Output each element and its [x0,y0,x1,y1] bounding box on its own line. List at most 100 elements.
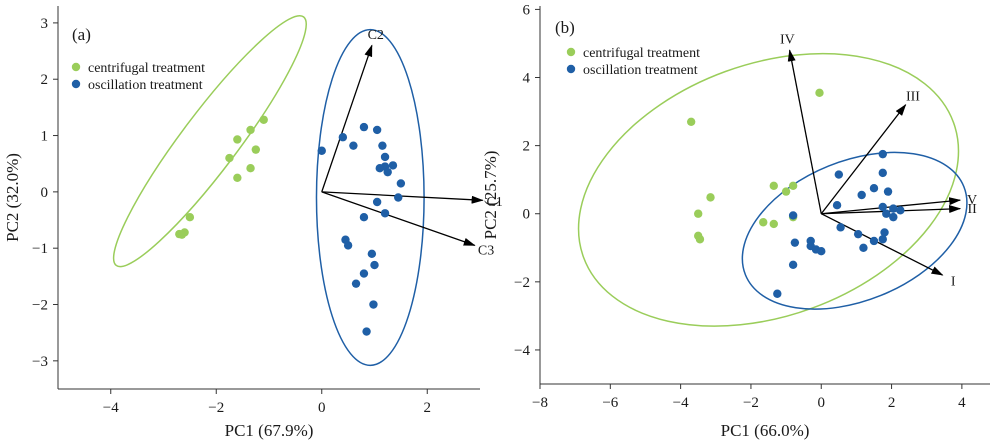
x-axis-label: PC1 (66.0%) [721,421,810,440]
y-tick-label: −1 [32,241,48,257]
point-centrifugal [686,117,696,126]
y-tick-label: 0 [41,185,49,201]
loading-vector-label: C3 [478,243,494,258]
panel-label: (a) [72,25,91,44]
point-centrifugal [759,218,768,227]
point-oscillation [788,260,798,270]
y-tick-label: 6 [523,2,531,18]
legend-label: centrifugal treatment [88,61,205,76]
y-axis-label: PC2 (32.0%) [3,153,22,242]
point-oscillation [351,279,361,288]
legend-marker [71,79,81,89]
loading-vector-arrow [820,103,907,215]
x-tick-label: −4 [103,400,119,416]
y-axis-label: PC2 (25.7%) [481,151,500,240]
loading-vector-arrow [787,49,822,214]
x-tick-label: 0 [818,395,826,411]
point-centrifugal [706,193,715,202]
loading-vector-label: IV [780,32,795,47]
y-tick-label: 4 [523,71,531,87]
y-tick-label: −3 [32,354,48,370]
legend-label: centrifugal treatment [583,46,700,61]
point-centrifugal [259,115,268,124]
y-tick-label: 0 [523,207,531,223]
point-oscillation [878,168,887,178]
point-oscillation [836,223,845,232]
y-tick-label: −2 [514,275,530,291]
point-centrifugal [246,164,255,173]
point-oscillation [853,229,863,239]
point-oscillation [832,201,842,210]
point-oscillation [869,183,879,193]
y-tick-label: 2 [523,139,531,155]
point-oscillation [880,228,889,237]
x-axis-label: PC1 (67.9%) [225,421,314,440]
point-oscillation [362,327,371,336]
point-oscillation [359,213,369,222]
point-oscillation [396,179,406,188]
point-centrifugal [815,88,824,98]
point-oscillation [859,243,868,252]
legend-label: oscillation treatment [583,63,698,78]
point-centrifugal [788,181,798,191]
x-tick-label: −2 [208,400,224,416]
point-oscillation [857,190,866,200]
loading-vector-arrow [820,213,944,276]
point-oscillation [878,149,887,159]
point-centrifugal [695,235,705,244]
point-centrifugal [225,153,234,163]
legend-label: oscillation treatment [88,78,203,93]
point-oscillation [372,125,382,135]
point-oscillation [869,236,879,246]
point-oscillation [380,152,390,162]
panel-b: −8 −6 −4 −2 0 2 4 −4 −2 0 2 4 6 PC1 (66.0%) PC2 (25.7%… [481,2,990,440]
confidence-ellipse-oscillation [741,151,968,310]
point-oscillation [394,193,403,202]
point-oscillation [338,133,348,142]
point-oscillation [349,141,358,150]
loading-vector-label: C1 [486,195,502,210]
loading-vector-label: C2 [368,28,384,43]
legend-marker [71,62,81,72]
point-oscillation [834,170,844,179]
loading-vector-arrow [321,44,373,193]
x-tick-label: −8 [532,395,548,411]
confidence-ellipse-centrifugal [112,14,307,268]
point-oscillation [883,187,893,196]
point-centrifugal [251,145,261,154]
point-oscillation [882,209,891,218]
legend-marker [566,64,576,74]
loading-vector-label: V [967,193,977,208]
point-centrifugal [246,125,255,135]
point-oscillation [889,204,898,213]
point-oscillation [878,202,887,212]
point-centrifugal [694,209,703,218]
point-oscillation [359,122,369,132]
point-oscillation [889,212,898,222]
point-oscillation [896,206,905,215]
y-tick-label: 1 [41,129,49,145]
x-tick-label: 4 [958,395,966,411]
legend-marker [566,47,576,57]
y-tick-label: −4 [514,343,530,359]
legend: centrifugal treatment oscillation treatme… [566,46,700,78]
confidence-ellipse-oscillation [315,28,425,367]
x-tick-label: 2 [424,400,432,416]
x-tick-label: −4 [673,395,689,411]
point-centrifugal [769,219,778,229]
point-oscillation [388,161,398,170]
point-centrifugal [769,181,778,191]
y-tick-label: 2 [41,72,49,88]
point-oscillation [367,249,377,259]
point-oscillation [370,260,379,270]
legend: centrifugal treatment oscillation treatme… [71,61,205,93]
point-oscillation [817,246,826,256]
point-oscillation [317,146,326,155]
point-oscillation [343,241,353,250]
point-oscillation [380,209,390,218]
point-oscillation [378,141,387,150]
point-centrifugal [233,135,242,144]
loading-vector-arrow [321,191,476,246]
point-centrifugal [781,187,791,196]
